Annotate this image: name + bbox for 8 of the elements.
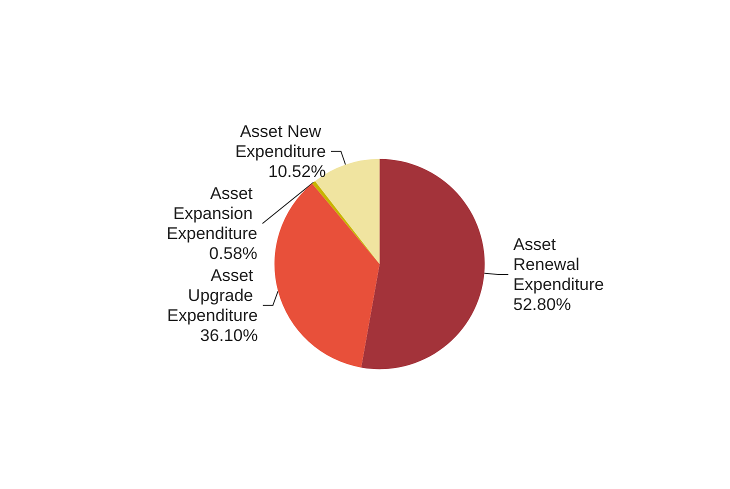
- data-label: 36.10%: [200, 326, 258, 345]
- data-label: 10.52%: [268, 162, 326, 181]
- data-label: 52.80%: [513, 295, 571, 314]
- slice-label: Asset New Expenditure: [235, 122, 326, 161]
- data-label: 0.58%: [209, 244, 258, 263]
- slice-label: Asset Expansion Expenditure: [166, 184, 258, 243]
- slice-label: Asset Upgrade Expenditure: [167, 266, 258, 325]
- slice-label: Asset Renewal Expenditure: [513, 235, 604, 294]
